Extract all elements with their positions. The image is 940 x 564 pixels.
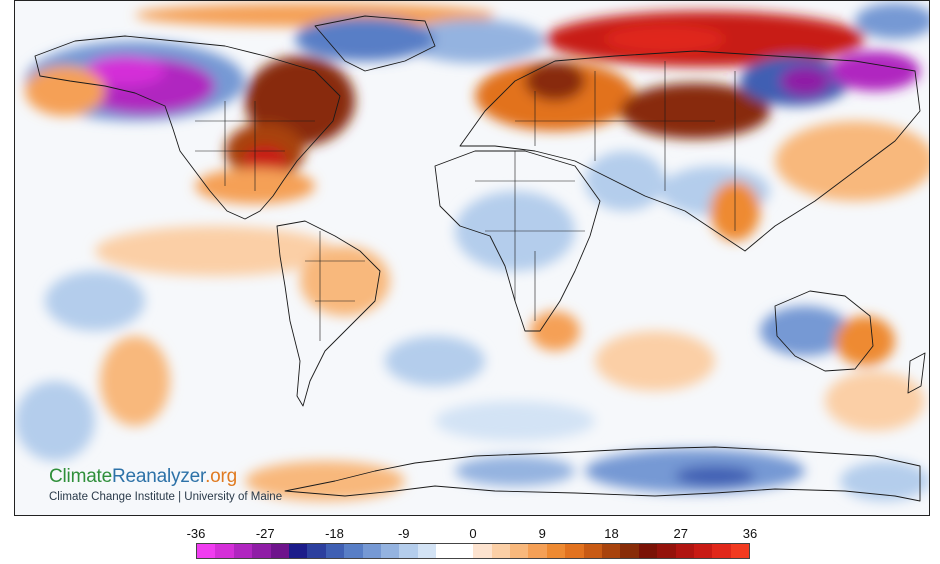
anomaly-region [760, 306, 850, 356]
anomaly-region [455, 456, 575, 486]
colorbar-swatch [638, 544, 658, 558]
anomaly-region [435, 401, 595, 441]
legend-tick-label: -27 [255, 526, 275, 541]
anomaly-region [405, 19, 545, 63]
colorbar-swatch [693, 544, 713, 558]
colorbar-swatch [270, 544, 290, 558]
colorbar-swatch [454, 544, 474, 558]
colorbar-swatch [565, 544, 584, 558]
legend-tick-label: 0 [469, 526, 477, 541]
colorbar-swatch [344, 544, 363, 558]
brand-part-reanalyzer: Reanalyzer [112, 466, 206, 487]
anomaly-region [25, 66, 105, 116]
brand-part-climate: Climate [49, 466, 113, 487]
colorbar-swatch [509, 544, 529, 558]
anomaly-region [585, 151, 665, 211]
legend-tick-label: -9 [397, 526, 410, 541]
antarctica-outline [284, 446, 921, 502]
colorbar-swatch [675, 544, 694, 558]
colorbar-swatch [381, 544, 400, 558]
legend-tick-label: -36 [186, 526, 206, 541]
brand-part-org: .org [205, 466, 238, 487]
anomaly-region [620, 83, 770, 139]
country-borders-africa [475, 151, 585, 321]
colorbar-swatch [436, 544, 455, 558]
colorbar-swatch [289, 544, 308, 558]
world-map-svg [15, 1, 929, 515]
coastlines [34, 15, 926, 502]
anomaly-region [675, 466, 755, 486]
colorbar-swatch [491, 544, 510, 558]
colorbar [196, 543, 750, 559]
anomaly-region [775, 121, 929, 201]
colorbar-swatch [325, 544, 345, 558]
legend-tick-label: 18 [604, 526, 619, 541]
legend-tick-label: -18 [325, 526, 344, 541]
south-america-outline [276, 220, 381, 407]
colorbar-swatch [583, 544, 602, 558]
anomaly-region [855, 3, 929, 39]
country-borders-eurasia [515, 61, 736, 231]
colorbar-swatch [215, 544, 234, 558]
eurasia-outline [459, 50, 921, 252]
colorbar-swatch [417, 544, 437, 558]
colorbar-swatch [233, 544, 253, 558]
anomaly-region [835, 316, 895, 366]
color-legend: -36 -27 -18 -9 0 9 18 27 36 [0, 520, 940, 564]
legend-tick-label: 36 [742, 526, 758, 541]
anomaly-region [780, 66, 830, 96]
new-zealand-outline [907, 352, 926, 394]
anomaly-region [300, 246, 390, 316]
colorbar-swatch [601, 544, 621, 558]
colorbar-swatch [307, 544, 326, 558]
colorbar-swatch [252, 544, 271, 558]
institution-label: Climate Change Institute | University of… [49, 491, 283, 503]
anomaly-region [525, 61, 585, 101]
legend-tick-label: 27 [673, 526, 688, 541]
africa-outline [434, 150, 601, 332]
colorbar-swatch [473, 544, 492, 558]
greenland-outline [314, 15, 436, 72]
anomaly-region [830, 51, 920, 91]
anomaly-region [100, 336, 170, 426]
colorbar-swatch [620, 544, 639, 558]
colorbar-swatch [362, 544, 382, 558]
anomaly-region [840, 461, 929, 501]
anomaly-region [95, 226, 335, 276]
anomaly-region [595, 331, 715, 391]
brand-logo-text: ClimateReanalyzer.org [49, 467, 282, 487]
colorbar-swatch [712, 544, 731, 558]
temperature-anomaly-map: ClimateReanalyzer.org Climate Change Ins… [14, 0, 930, 516]
anomaly-region [605, 25, 725, 53]
legend-tick-label: 9 [538, 526, 546, 541]
state-borders [195, 101, 315, 191]
anomaly-region [15, 381, 95, 461]
anomaly-region [85, 56, 165, 86]
watermark: ClimateReanalyzer.org Climate Change Ins… [49, 467, 283, 504]
anomaly-region [295, 17, 435, 61]
anomaly-region [530, 311, 580, 351]
australia-outline [774, 290, 874, 372]
colorbar-swatch [528, 544, 547, 558]
colorbar-swatch [197, 544, 216, 558]
colorbar-swatch [657, 544, 676, 558]
anomaly-field [15, 3, 929, 501]
anomaly-region [45, 271, 145, 331]
colorbar-swatch [730, 544, 750, 558]
country-borders-south-america [305, 231, 365, 341]
colorbar-swatch [399, 544, 418, 558]
anomaly-region [825, 371, 925, 431]
north-america-outline [34, 35, 341, 220]
anomaly-region [385, 336, 485, 386]
colorbar-swatch [546, 544, 566, 558]
